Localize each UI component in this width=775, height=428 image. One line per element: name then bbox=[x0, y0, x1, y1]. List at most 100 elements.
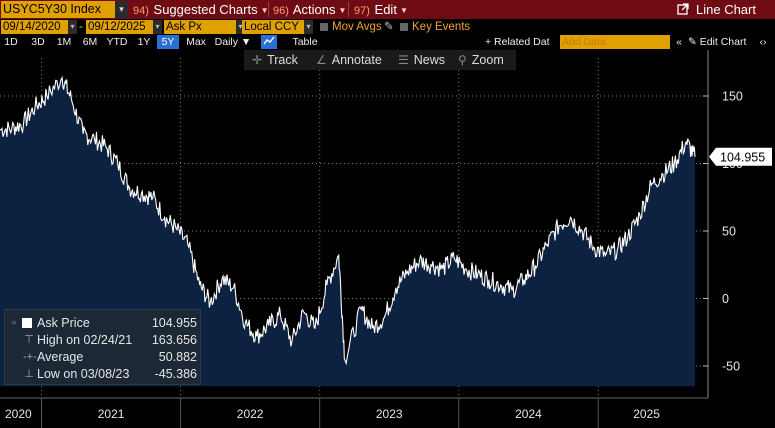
magnifier-icon: ⚲ bbox=[458, 53, 467, 67]
chart-type-icon[interactable] bbox=[261, 35, 277, 49]
period-ytd[interactable]: YTD bbox=[106, 36, 128, 48]
y-tick-label: 50 bbox=[722, 225, 736, 239]
add-data-input[interactable]: Add Data bbox=[560, 35, 670, 49]
ticker-input[interactable]: USYC5Y30 Index bbox=[1, 1, 115, 18]
low-marker-icon: ⊥ bbox=[24, 368, 34, 380]
annotate-tool[interactable]: ∠ Annotate bbox=[316, 50, 382, 70]
actions-label: Actions bbox=[292, 2, 336, 17]
x-tick-label: 2025 bbox=[633, 407, 660, 421]
legend-swatch bbox=[22, 318, 32, 328]
legend-label: Ask Price bbox=[37, 316, 90, 330]
x-tick-label: 2020 bbox=[5, 407, 32, 421]
zoom-label: Zoom bbox=[471, 53, 504, 67]
start-date-calendar-icon[interactable]: ▾ bbox=[68, 20, 77, 34]
edit-chart-label: Edit Chart bbox=[699, 36, 747, 48]
edit-menu[interactable]: 97) Edit ▼ bbox=[354, 0, 408, 19]
x-tick-label: 2021 bbox=[98, 407, 125, 421]
mov-avgs-checkbox[interactable] bbox=[320, 23, 328, 31]
period-6m[interactable]: 6M bbox=[82, 36, 98, 48]
y-axis: -50050100150 bbox=[703, 50, 743, 398]
last-value-tag bbox=[709, 147, 772, 166]
news-label: News bbox=[413, 53, 446, 67]
caret-down-icon: ▼ bbox=[399, 6, 408, 15]
line-chart-label: Line Chart bbox=[696, 2, 756, 17]
date-range-dash: - bbox=[79, 21, 83, 33]
period-row: 1D 3D 1M 6M YTD 1Y 5Y Max Daily ▼ Table … bbox=[0, 35, 775, 49]
period-1y[interactable]: 1Y bbox=[137, 36, 151, 48]
open-external-icon bbox=[677, 3, 689, 15]
caret-down-icon: ▼ bbox=[338, 6, 347, 15]
average-marker-icon: -+- bbox=[23, 351, 37, 363]
mov-avgs-label[interactable]: Mov Avgs bbox=[332, 21, 382, 33]
news-tool[interactable]: ☰ News bbox=[398, 50, 445, 70]
legend-row-average: -+- Average 50.882 bbox=[5, 349, 202, 365]
actions-menu-number: 96) bbox=[273, 5, 289, 17]
annotate-pen-icon: ∠ bbox=[316, 53, 327, 67]
legend-value: -45.386 bbox=[154, 367, 197, 381]
title-bar: USYC5Y30 Index ▾ 94) Suggested Charts ▼ 9… bbox=[0, 0, 775, 19]
line-chart-icon bbox=[263, 36, 275, 45]
legend-label: High on 02/24/21 bbox=[37, 333, 133, 347]
pencil-icon[interactable]: ✎ bbox=[384, 21, 394, 33]
legend-value: 163.656 bbox=[151, 333, 197, 347]
track-tool[interactable]: ✛ Track bbox=[252, 50, 298, 70]
suggested-charts-menu-number: 94) bbox=[133, 5, 149, 17]
legend-row-ask-price: ▫ Ask Price 104.955 bbox=[5, 315, 202, 331]
x-tick-label: 2024 bbox=[515, 407, 542, 421]
actions-menu[interactable]: 96) Actions ▼ bbox=[273, 0, 346, 19]
high-marker-icon: ⊤ bbox=[24, 334, 34, 346]
key-events-checkbox[interactable] bbox=[400, 23, 408, 31]
period-3d[interactable]: 3D bbox=[31, 36, 45, 48]
y-tick-label: -50 bbox=[722, 360, 740, 374]
start-date-input[interactable]: 09/14/2020 bbox=[1, 20, 68, 34]
price-line bbox=[0, 75, 696, 366]
period-1m[interactable]: 1M bbox=[56, 36, 72, 48]
frequency-select[interactable]: Daily ▼ bbox=[213, 35, 253, 49]
ticker-dropdown-icon[interactable]: ▾ bbox=[115, 1, 128, 18]
x-tick-label: 2022 bbox=[237, 407, 264, 421]
menu-divider bbox=[348, 2, 349, 17]
currency-select[interactable]: Local CCY bbox=[242, 20, 304, 34]
legend-checkbox-icon[interactable]: ▫ bbox=[12, 317, 16, 329]
currency-dropdown-icon[interactable]: ▾ bbox=[304, 20, 313, 34]
edit-chart-button[interactable]: ✎ Edit Chart bbox=[688, 35, 752, 49]
last-value-label: 104.955 bbox=[720, 150, 765, 164]
last-value-marker: 104.955 bbox=[709, 147, 772, 166]
track-label: Track bbox=[267, 53, 298, 67]
legend-label: Average bbox=[37, 350, 84, 364]
zoom-tool[interactable]: ⚲ Zoom bbox=[458, 50, 504, 70]
legend-value: 50.882 bbox=[158, 350, 197, 364]
legend-label: Low on 03/08/23 bbox=[37, 367, 130, 381]
line-chart-button[interactable]: Line Chart bbox=[677, 0, 756, 19]
collapse-icon[interactable]: « bbox=[676, 36, 682, 48]
period-1d[interactable]: 1D bbox=[4, 36, 18, 48]
legend-row-high: ⊤ High on 02/24/21 163.656 bbox=[5, 332, 202, 348]
caret-down-icon: ▼ bbox=[240, 36, 252, 48]
suggested-charts-menu[interactable]: 94) Suggested Charts ▼ bbox=[133, 0, 269, 19]
related-data-button[interactable]: + Related Dat bbox=[485, 36, 550, 48]
expand-icon[interactable]: ‹› bbox=[759, 36, 767, 48]
end-date-calendar-icon[interactable]: ▾ bbox=[153, 20, 162, 34]
end-date-input[interactable]: 09/12/2025 bbox=[86, 20, 153, 34]
table-button[interactable]: Table bbox=[292, 36, 318, 48]
x-tick-label: 2023 bbox=[376, 407, 403, 421]
pencil-icon: ✎ bbox=[688, 36, 700, 48]
date-range-row: 09/14/2020 ▾ - 09/12/2025 ▾ Ask Px ▾ Loc… bbox=[0, 19, 775, 35]
edit-menu-number: 97) bbox=[354, 5, 370, 17]
crosshair-icon: ✛ bbox=[252, 53, 263, 67]
price-field-dropdown-icon[interactable]: ▾ bbox=[236, 20, 245, 34]
suggested-charts-label: Suggested Charts bbox=[153, 2, 258, 17]
price-field-select[interactable]: Ask Px bbox=[164, 20, 236, 34]
news-lines-icon: ☰ bbox=[398, 53, 409, 67]
period-max[interactable]: Max bbox=[186, 36, 206, 48]
y-tick-label: 0 bbox=[722, 292, 729, 306]
key-events-label[interactable]: Key Events bbox=[412, 21, 471, 33]
frequency-label: Daily bbox=[214, 36, 238, 48]
legend-row-low: ⊥ Low on 03/08/23 -45.386 bbox=[5, 366, 202, 382]
chart-toolbar: ✛ Track ∠ Annotate ☰ News ⚲ Zoom bbox=[244, 50, 516, 70]
legend-value: 104.955 bbox=[151, 316, 197, 330]
period-5y[interactable]: 5Y bbox=[157, 35, 179, 49]
y-tick-label: 150 bbox=[722, 90, 743, 104]
legend-box[interactable]: ▫ Ask Price 104.955 ⊤ High on 02/24/21 1… bbox=[4, 309, 201, 385]
annotate-label: Annotate bbox=[331, 53, 382, 67]
